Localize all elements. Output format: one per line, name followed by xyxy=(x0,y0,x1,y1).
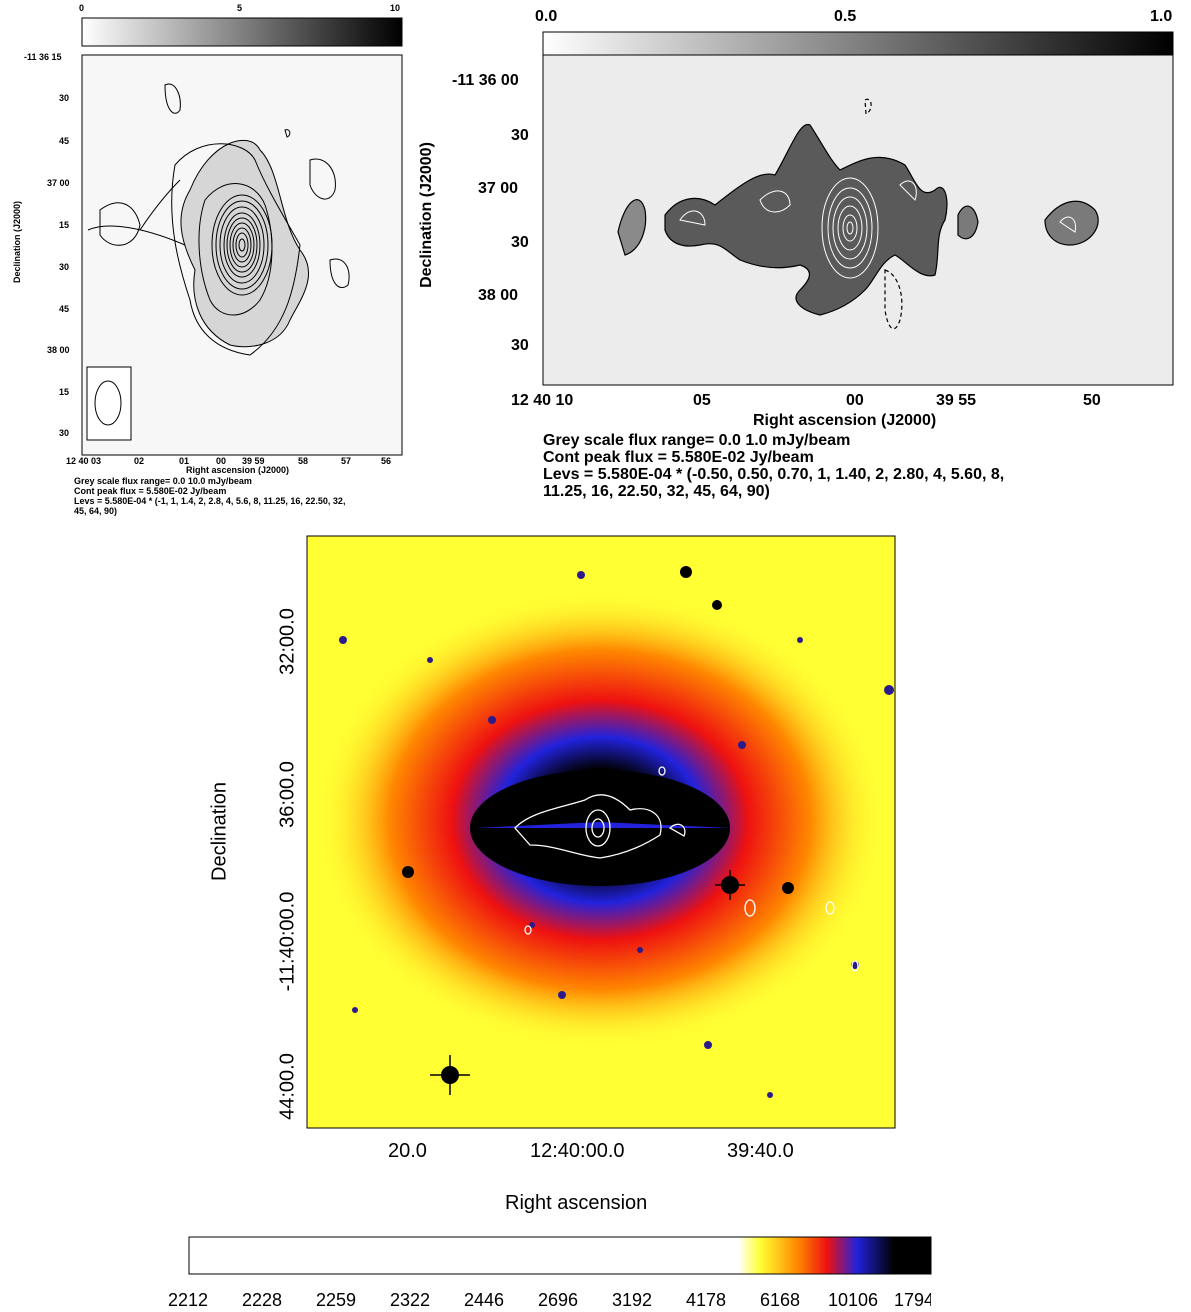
panel-a-colorbar-tick: 10 xyxy=(390,3,401,13)
panel-c-dec-tick: 44:00.0 xyxy=(276,1053,299,1120)
panel-a-dec-tick: 37 00 xyxy=(47,178,70,188)
panel-a-caption: Grey scale flux range= 0.0 10.0 mJy/beam… xyxy=(74,476,414,516)
panel-b-dec-tick: -11 36 00 xyxy=(452,72,519,89)
panel-a-ra-tick: 00 xyxy=(216,456,227,466)
panel-c-y-axis-label: Declination xyxy=(208,782,231,881)
panel-c-ra-tick: 39:40.0 xyxy=(727,1140,794,1162)
panel-a-colorbar-tick: 0 xyxy=(79,3,85,13)
panel-b-dec-tick: 38 00 xyxy=(478,287,519,304)
panel-b-ra-tick: 00 xyxy=(846,392,864,409)
panel-c-colorbar-tick: 4178 xyxy=(686,1290,727,1310)
panel-b-ra-tick: 50 xyxy=(1083,392,1101,409)
panel-b-negative-contours xyxy=(864,98,903,330)
panel-a-ra-tick: 57 xyxy=(341,456,352,466)
panel-a-ra-tick: 58 xyxy=(298,456,309,466)
panel-c-radio-contours xyxy=(514,766,859,972)
panel-b-ra-tick: 39 55 xyxy=(936,392,977,409)
panel-a-beam xyxy=(94,380,122,426)
panel-a-dec-tick: 30 xyxy=(59,262,70,272)
panel-b-caption-line: Grey scale flux range= 0.0 1.0 mJy/beam xyxy=(543,432,851,449)
panel-b-ra-tick: 05 xyxy=(693,392,711,409)
panel-a-colorbar-tick: 5 xyxy=(237,3,243,13)
panel-a-dec-tick: 15 xyxy=(59,220,70,230)
galaxy-disk xyxy=(475,822,730,828)
panel-c-dec-tick: 32:00.0 xyxy=(276,608,299,675)
panel-c-colorbar-tick: 2259 xyxy=(316,1290,357,1310)
panel-a-dec-tick: 30 xyxy=(59,428,70,438)
panel-b-caption-line: Cont peak flux = 5.580E-02 Jy/beam xyxy=(543,449,814,466)
panel-a-dec-tick: 45 xyxy=(59,136,70,146)
panel-c-colorbar-tick: 6168 xyxy=(760,1290,801,1310)
panel-a-dec-tick: 15 xyxy=(59,387,70,397)
panel-c-colorbar-tick: 2446 xyxy=(464,1290,505,1310)
panel-c-ra-tick: 20.0 xyxy=(388,1140,427,1162)
panel-a-caption-line: Cont peak flux = 5.580E-02 Jy/beam xyxy=(74,486,227,496)
panel-b-contours xyxy=(679,177,1077,279)
panel-b-caption: Grey scale flux range= 0.0 1.0 mJy/beam … xyxy=(543,432,1183,500)
panel-c-colorbar-tick: 2212 xyxy=(168,1290,209,1310)
panel-b-colorbar-tick: 0.0 xyxy=(535,8,558,25)
panel-c-colorbar-tick: 2322 xyxy=(390,1290,431,1310)
panel-a-caption-line: Grey scale flux range= 0.0 10.0 mJy/beam xyxy=(74,476,252,486)
panel-c-colorbar-tick: 10106 xyxy=(828,1290,879,1310)
panel-a-caption-line: Levs = 5.580E-04 * (-1, 1, 1.4, 2, 2.8, … xyxy=(74,496,346,506)
panel-a-ra-tick: 02 xyxy=(134,456,145,466)
panel-c-colorbar-tick: 1794 xyxy=(894,1290,931,1310)
panel-c-dec-tick: 36:00.0 xyxy=(276,761,299,828)
panel-c-dec-tick: -11:40:00.0 xyxy=(276,891,299,992)
panel-a-ra-tick: 56 xyxy=(381,456,392,466)
panel-a-ra-tick: 12 40 03 xyxy=(66,456,102,466)
panel-c-colorbar-tick: 3192 xyxy=(612,1290,653,1310)
panel-c-colorbar-tick: 2696 xyxy=(538,1290,579,1310)
panel-b-x-axis-label: Right ascension (J2000) xyxy=(753,412,937,429)
panel-a-contours xyxy=(87,83,350,356)
panel-b-colorbar-tick: 0.5 xyxy=(834,8,857,25)
panel-b-caption-line: 11.25, 16, 22.50, 32, 45, 64, 90) xyxy=(543,483,770,500)
panel-b-ra-tick: 12 40 10 xyxy=(511,392,574,409)
panel-b-colorbar-tick: 1.0 xyxy=(1150,8,1173,25)
panel-a-dec-tick: 38 00 xyxy=(47,345,70,355)
panel-c-ra-tick: 12:40:00.0 xyxy=(530,1140,625,1162)
panel-a-ra-tick: 39 59 xyxy=(242,456,265,466)
panel-a-caption-line: 45, 64, 90) xyxy=(74,506,118,516)
panel-c-x-axis-label: Right ascension xyxy=(505,1192,648,1214)
panel-c-stars xyxy=(339,566,894,1098)
panel-b-dec-tick: 30 xyxy=(511,127,529,144)
panel-b-dec-tick: 30 xyxy=(511,337,529,354)
panel-a-dec-tick: -11 36 15 xyxy=(24,52,62,62)
panel-b-emission xyxy=(617,123,1099,316)
panel-a-x-axis-label: Right ascension (J2000) xyxy=(186,465,290,475)
panel-a-beam-box xyxy=(86,366,132,441)
panel-b-dec-tick: 37 00 xyxy=(478,180,519,197)
panel-c-colorbar-tick: 2228 xyxy=(242,1290,283,1310)
panel-a-ra-tick: 01 xyxy=(179,456,190,466)
panel-a-dec-tick: 45 xyxy=(59,304,70,314)
panel-b-dec-tick: 30 xyxy=(511,234,529,251)
panel-c-colorbar xyxy=(188,1236,932,1275)
panel-a-colorbar xyxy=(81,17,403,47)
panel-b-caption-line: Levs = 5.580E-04 * (-0.50, 0.50, 0.70, 1… xyxy=(543,466,1005,483)
panel-a-dec-tick: 30 xyxy=(59,93,70,103)
